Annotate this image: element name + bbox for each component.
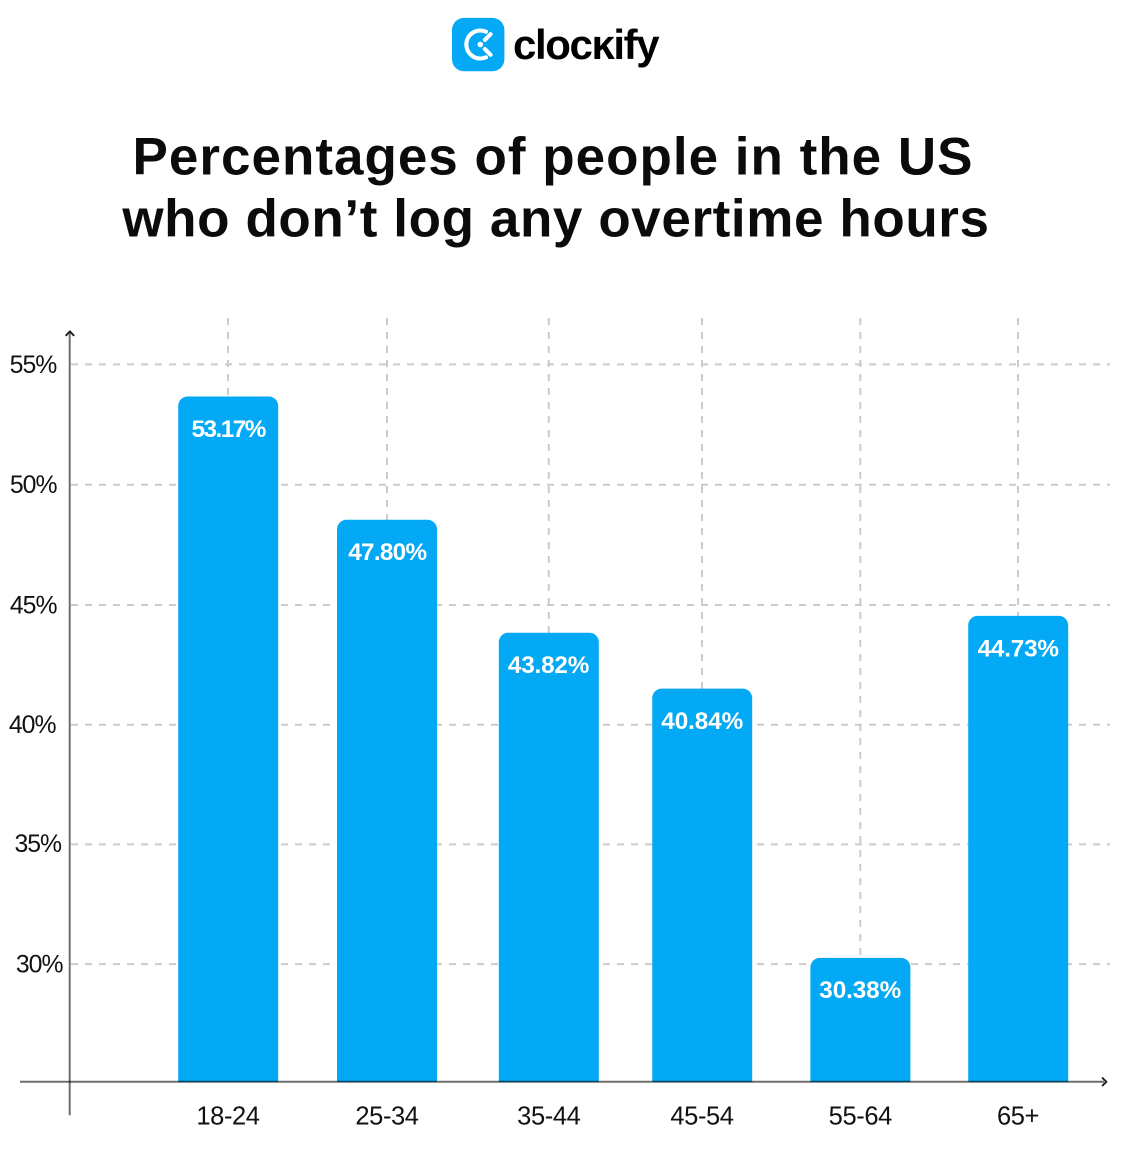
svg-text:47.80%: 47.80% bbox=[348, 539, 426, 566]
svg-text:35-44: 35-44 bbox=[517, 1102, 580, 1130]
svg-text:Percentages of people in the U: Percentages of people in the US bbox=[133, 128, 974, 187]
svg-text:clocĸify: clocĸify bbox=[513, 21, 660, 68]
svg-text:50%: 50% bbox=[10, 472, 58, 499]
svg-text:45%: 45% bbox=[10, 592, 58, 619]
svg-text:65+: 65+ bbox=[997, 1102, 1039, 1130]
svg-text:40%: 40% bbox=[9, 712, 57, 739]
svg-text:18-24: 18-24 bbox=[196, 1102, 259, 1130]
svg-text:43.82%: 43.82% bbox=[508, 652, 589, 679]
svg-text:30.38%: 30.38% bbox=[819, 977, 901, 1004]
svg-text:who don’t log any overtime hou: who don’t log any overtime hours bbox=[121, 190, 989, 249]
svg-text:40.84%: 40.84% bbox=[661, 708, 743, 735]
svg-text:30%: 30% bbox=[16, 952, 64, 979]
svg-text:44.73%: 44.73% bbox=[978, 635, 1059, 662]
svg-text:53.17%: 53.17% bbox=[191, 416, 265, 443]
svg-text:55%: 55% bbox=[10, 352, 58, 379]
svg-text:25-34: 25-34 bbox=[355, 1102, 418, 1130]
svg-text:35%: 35% bbox=[14, 831, 62, 858]
svg-text:45-54: 45-54 bbox=[670, 1102, 733, 1130]
svg-text:55-64: 55-64 bbox=[829, 1102, 892, 1130]
